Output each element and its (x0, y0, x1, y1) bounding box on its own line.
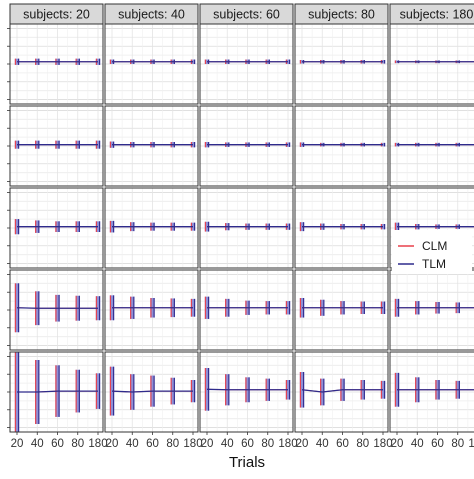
x-tick-label: 20 (106, 438, 119, 450)
facet-strip-label-2: subjects: 60 (213, 8, 280, 22)
x-tick-label: 40 (126, 438, 139, 450)
facet-strip-label-4: subjects: 180 (400, 8, 474, 22)
x-tick-label: 80 (356, 438, 369, 450)
x-tick-label: 180 (468, 438, 474, 450)
x-axis-title: Trials (229, 454, 265, 471)
facet-strip-label-1: subjects: 40 (118, 8, 185, 22)
x-tick-label: 60 (241, 438, 254, 450)
x-tick-label: 20 (296, 438, 309, 450)
x-tick-label: 40 (31, 438, 44, 450)
x-tick-label: 80 (451, 438, 464, 450)
x-tick-label: 40 (411, 438, 424, 450)
x-tick-label: 60 (51, 438, 64, 450)
facet-strip-label-3: subjects: 80 (308, 8, 375, 22)
x-tick-label: 40 (316, 438, 329, 450)
x-tick-label: 80 (261, 438, 274, 450)
x-tick-label: 40 (221, 438, 234, 450)
x-tick-label: 80 (166, 438, 179, 450)
x-tick-label: 20 (11, 438, 24, 450)
x-tick-label: 60 (431, 438, 444, 450)
legend-label-tlm: TLM (422, 257, 446, 271)
x-tick-label: 80 (71, 438, 84, 450)
legend-label-clm: CLM (422, 239, 447, 253)
x-tick-label: 20 (201, 438, 214, 450)
facet-strip-label-0: subjects: 20 (23, 8, 90, 22)
x-tick-label: 60 (146, 438, 159, 450)
x-tick-label: 60 (336, 438, 349, 450)
x-tick-label: 20 (391, 438, 404, 450)
